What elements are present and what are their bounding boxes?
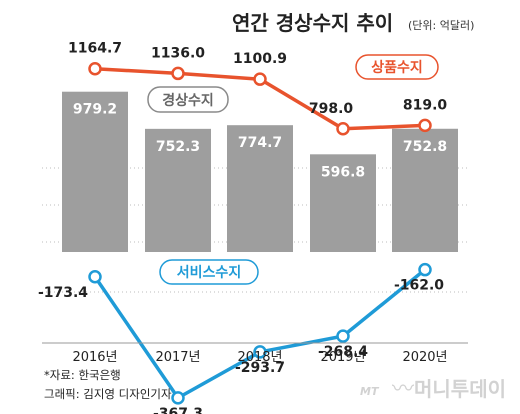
legend-services-box — [159, 259, 259, 285]
bar-3 — [227, 125, 293, 252]
services-point-1 — [88, 270, 102, 284]
watermark-mt: MT — [360, 385, 380, 398]
services-label-3: -293.7 — [235, 360, 285, 376]
credit-note: 그래픽: 김지영 디자인기자 — [44, 387, 172, 401]
bar-label-5: 752.8 — [403, 139, 447, 155]
x-tick-4: 2019년 — [320, 350, 365, 365]
bar-label-2: 752.3 — [156, 139, 200, 155]
services-point-3 — [253, 345, 267, 359]
legend-goods-label: 상품수지 — [371, 60, 423, 76]
line-series: 1164.7 1136.0 1100.9 798.0 819.0 -173.4 -367.3… — [38, 41, 447, 414]
services-point-2 — [171, 391, 185, 405]
source-note: *자료: 한국은행 — [44, 368, 121, 382]
bar-5 — [392, 128, 458, 252]
bar-4 — [310, 154, 376, 252]
watermark-brand: 머니투데이 — [414, 377, 506, 401]
legend-current-account: 경상수지 — [147, 86, 229, 113]
bar-label-4: 596.8 — [321, 164, 365, 180]
goods-point-2 — [171, 66, 185, 81]
legend-goods-box — [355, 54, 439, 80]
legend-current-account-label: 경상수지 — [162, 92, 214, 109]
legend-goods: 상품수지 — [355, 54, 439, 80]
goods-point-3 — [253, 72, 267, 86]
x-tick-1: 2016년 — [72, 350, 117, 365]
goods-label-2: 1136.0 — [151, 45, 205, 61]
legend-services: 서비스수지 — [159, 259, 259, 285]
services-line — [93, 268, 427, 400]
bar-1 — [62, 91, 128, 253]
goods-label-1: 1164.7 — [68, 41, 122, 57]
chart-title: 연간 경상수지 추이 — [232, 11, 393, 35]
services-point-5 — [418, 262, 432, 277]
watermark: MT 〰 머니투데이 — [360, 377, 506, 402]
bar-series: 979.2 752.3 774.7 596.8 752.8 — [62, 91, 458, 253]
legend-current-account-box — [147, 86, 229, 113]
x-tick-2: 2017년 — [155, 350, 200, 365]
goods-point-5 — [418, 118, 432, 133]
x-tick-3: 2018년 — [237, 350, 282, 365]
x-tick-5: 2020년 — [402, 350, 447, 365]
goods-label-4: 798.0 — [309, 101, 354, 117]
x-axis: 2016년 2017년 2018년 2019년 2020년 — [42, 342, 468, 365]
bar-label-1: 979.2 — [73, 102, 117, 118]
chart-unit: (단위: 억달러) — [408, 19, 474, 32]
goods-point-4 — [336, 122, 350, 136]
goods-label-3: 1100.9 — [233, 51, 287, 67]
legend-services-label: 서비스수지 — [177, 265, 241, 281]
bar-2 — [145, 128, 211, 252]
watermark-wave-icon: 〰 — [392, 377, 414, 402]
services-label-2: -367.3 — [153, 406, 203, 414]
goods-label-5: 819.0 — [403, 97, 448, 113]
services-label-5: -162.0 — [394, 278, 444, 294]
services-label-1: -173.4 — [38, 285, 88, 301]
bar-label-3: 774.7 — [238, 135, 282, 151]
services-point-4 — [336, 329, 350, 343]
services-label-4: -268.4 — [318, 344, 368, 360]
goods-point-1 — [88, 61, 102, 76]
